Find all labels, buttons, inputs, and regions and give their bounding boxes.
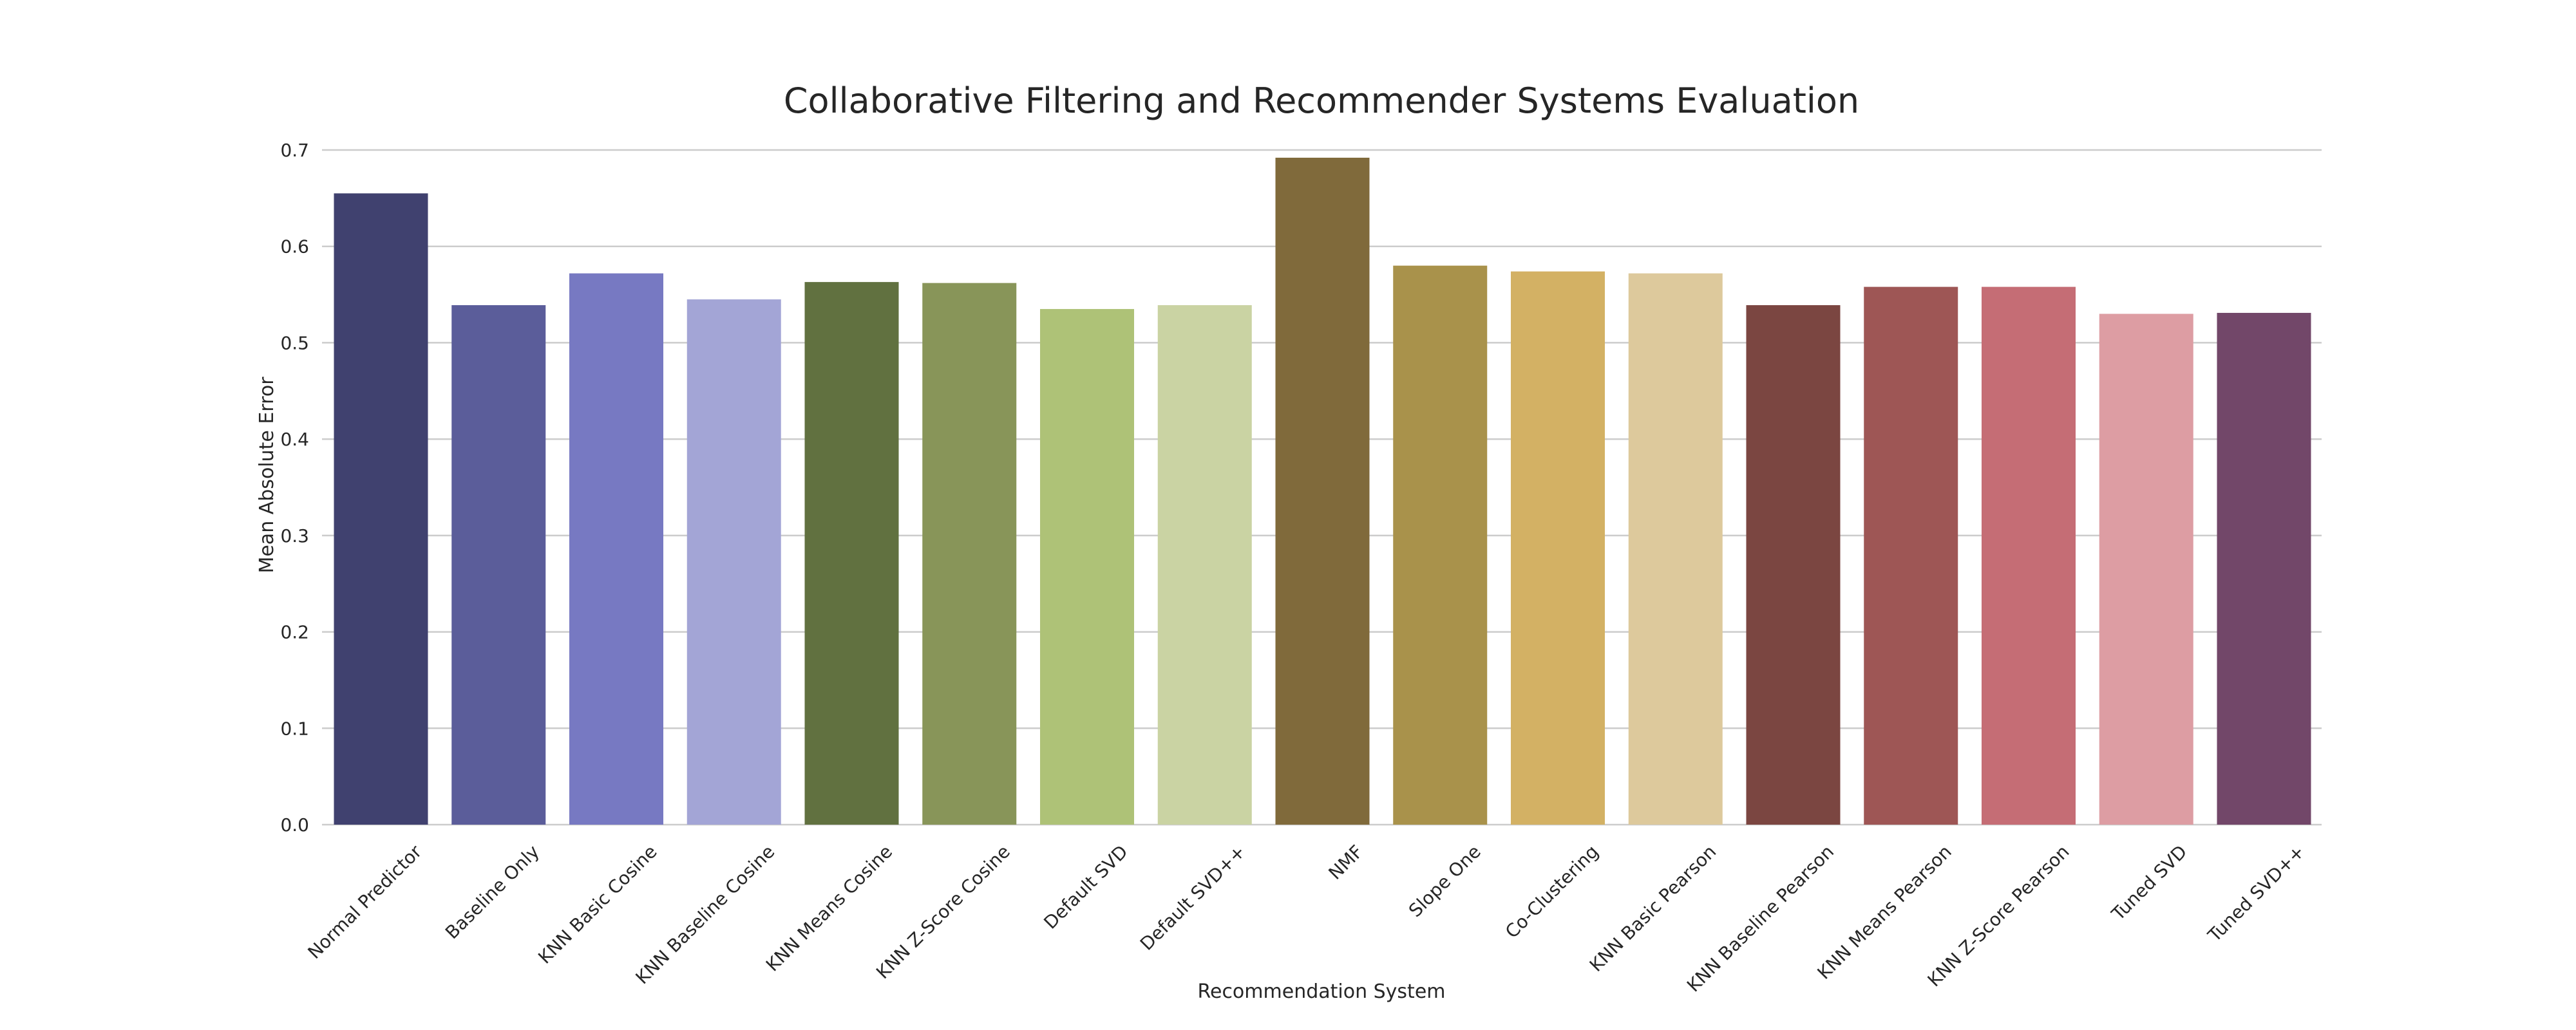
bar	[1746, 305, 1841, 825]
bar	[1157, 305, 1252, 825]
y-tick-label: 0.3	[280, 525, 309, 547]
bars	[334, 157, 2311, 825]
y-axis-label: Mean Absolute Error	[256, 377, 278, 574]
y-tick-label: 0.6	[280, 236, 309, 258]
x-tick-label: Default SVD++	[1136, 841, 1250, 955]
bar	[804, 282, 899, 825]
bar	[1393, 265, 1488, 825]
bar	[2217, 313, 2311, 825]
x-tick-label: KNN Means Pearson	[1813, 841, 1955, 983]
x-tick-label: Normal Predictor	[303, 841, 426, 963]
x-tick-label: Tuned SVD	[2107, 841, 2192, 925]
bar	[687, 299, 781, 825]
bar	[569, 273, 663, 825]
x-tick-label: KNN Z-Score Cosine	[872, 841, 1014, 983]
bar	[1864, 286, 1958, 825]
x-tick-label: Default SVD	[1039, 841, 1132, 933]
y-tick-label: 0.0	[280, 814, 309, 836]
x-tick-label: KNN Basic Pearson	[1586, 841, 1721, 976]
x-tick-label: Tuned SVD++	[2203, 841, 2309, 946]
bar	[1040, 309, 1134, 825]
bar	[922, 283, 1017, 825]
bar	[2099, 314, 2193, 825]
x-tick-label: Slope One	[1405, 841, 1485, 921]
y-axis-ticks: 0.0 0.1 0.2 0.3 0.4 0.5 0.6 0.7	[280, 140, 309, 836]
bar	[334, 193, 428, 825]
bar	[1511, 271, 1605, 825]
chart-title: Collaborative Filtering and Recommender …	[784, 80, 1859, 121]
x-tick-label: Co-Clustering	[1501, 841, 1603, 942]
y-tick-label: 0.1	[280, 718, 309, 739]
x-axis-label: Recommendation System	[1197, 980, 1445, 1003]
x-tick-label: NMF	[1325, 841, 1368, 884]
x-tick-label: KNN Means Cosine	[762, 841, 896, 975]
y-tick-label: 0.2	[280, 622, 309, 643]
x-tick-label: Baseline Only	[441, 841, 544, 943]
bar	[1628, 273, 1723, 825]
y-tick-label: 0.4	[280, 429, 309, 450]
y-tick-label: 0.7	[280, 140, 309, 161]
x-tick-label: KNN Basic Cosine	[534, 841, 661, 968]
y-tick-label: 0.5	[280, 332, 309, 353]
bar	[451, 305, 546, 825]
bar	[1982, 286, 2076, 825]
bar	[1275, 157, 1370, 825]
